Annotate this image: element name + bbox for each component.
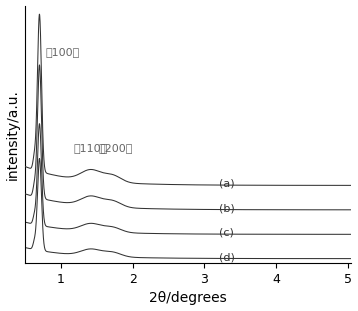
Text: (b): (b)	[219, 203, 234, 213]
Text: （100）: （100）	[45, 47, 79, 57]
Text: (a): (a)	[219, 179, 234, 189]
Text: (d): (d)	[219, 252, 234, 262]
Text: （200）: （200）	[98, 143, 133, 153]
Y-axis label: intensity/a.u.: intensity/a.u.	[6, 89, 20, 180]
Text: （110）: （110）	[74, 143, 108, 153]
Text: (c): (c)	[219, 228, 234, 238]
X-axis label: 2θ/degrees: 2θ/degrees	[149, 291, 227, 305]
